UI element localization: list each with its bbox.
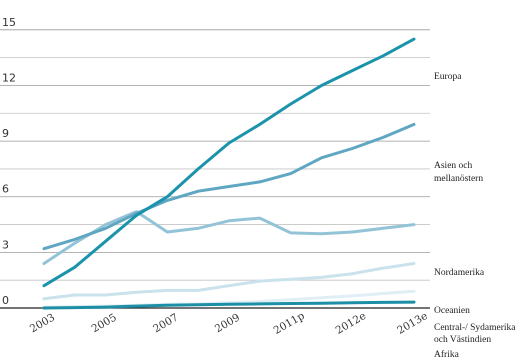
series-line-0 [42,37,416,288]
x-tick-label: 2013e [395,310,430,337]
y-tick-label: 9 [2,127,9,140]
series-labels: Europa Asien och mellanöstern Nordamerik… [434,72,516,360]
series-label-europa: Europa [434,72,462,82]
series-label-central-line2: och Västindien [434,335,491,345]
series-line-2 [42,210,416,265]
grid-lines [0,29,430,309]
x-tick-label: 2012e [334,310,369,337]
x-tick-label: 2007 [151,312,180,336]
x-tick-label: 2009 [213,312,242,336]
series-line-3 [42,262,416,301]
y-tick-label: 3 [2,238,9,251]
series-label-nordamerika: Nordamerika [434,268,485,278]
y-tick-label: 0 [2,294,9,307]
x-tick-label: 2003 [28,312,57,336]
y-tick-label: 12 [2,71,16,84]
series-label-asien-line2: mellanöstern [434,174,483,184]
series-label-central-line1: Central-/ Sydamerika [434,323,516,333]
series-lines [42,37,416,310]
y-tick-label: 6 [2,183,9,196]
x-tick-label: 2005 [90,312,119,336]
x-tick-label: 2011p [272,310,307,337]
series-label-oceanien: Oceanien [434,306,470,316]
y-tick-label: 15 [2,16,16,29]
series-label-asien-line1: Asien och [434,161,473,171]
x-axis-ticks: 2003 2005 2007 2009 2011p 2012e 2013e [28,310,430,337]
series-line-5 [42,300,416,310]
series-label-afrika: Afrika [434,349,460,360]
y-axis-ticks: 0 3 6 9 12 15 [2,16,16,307]
series-line-1 [42,122,416,251]
